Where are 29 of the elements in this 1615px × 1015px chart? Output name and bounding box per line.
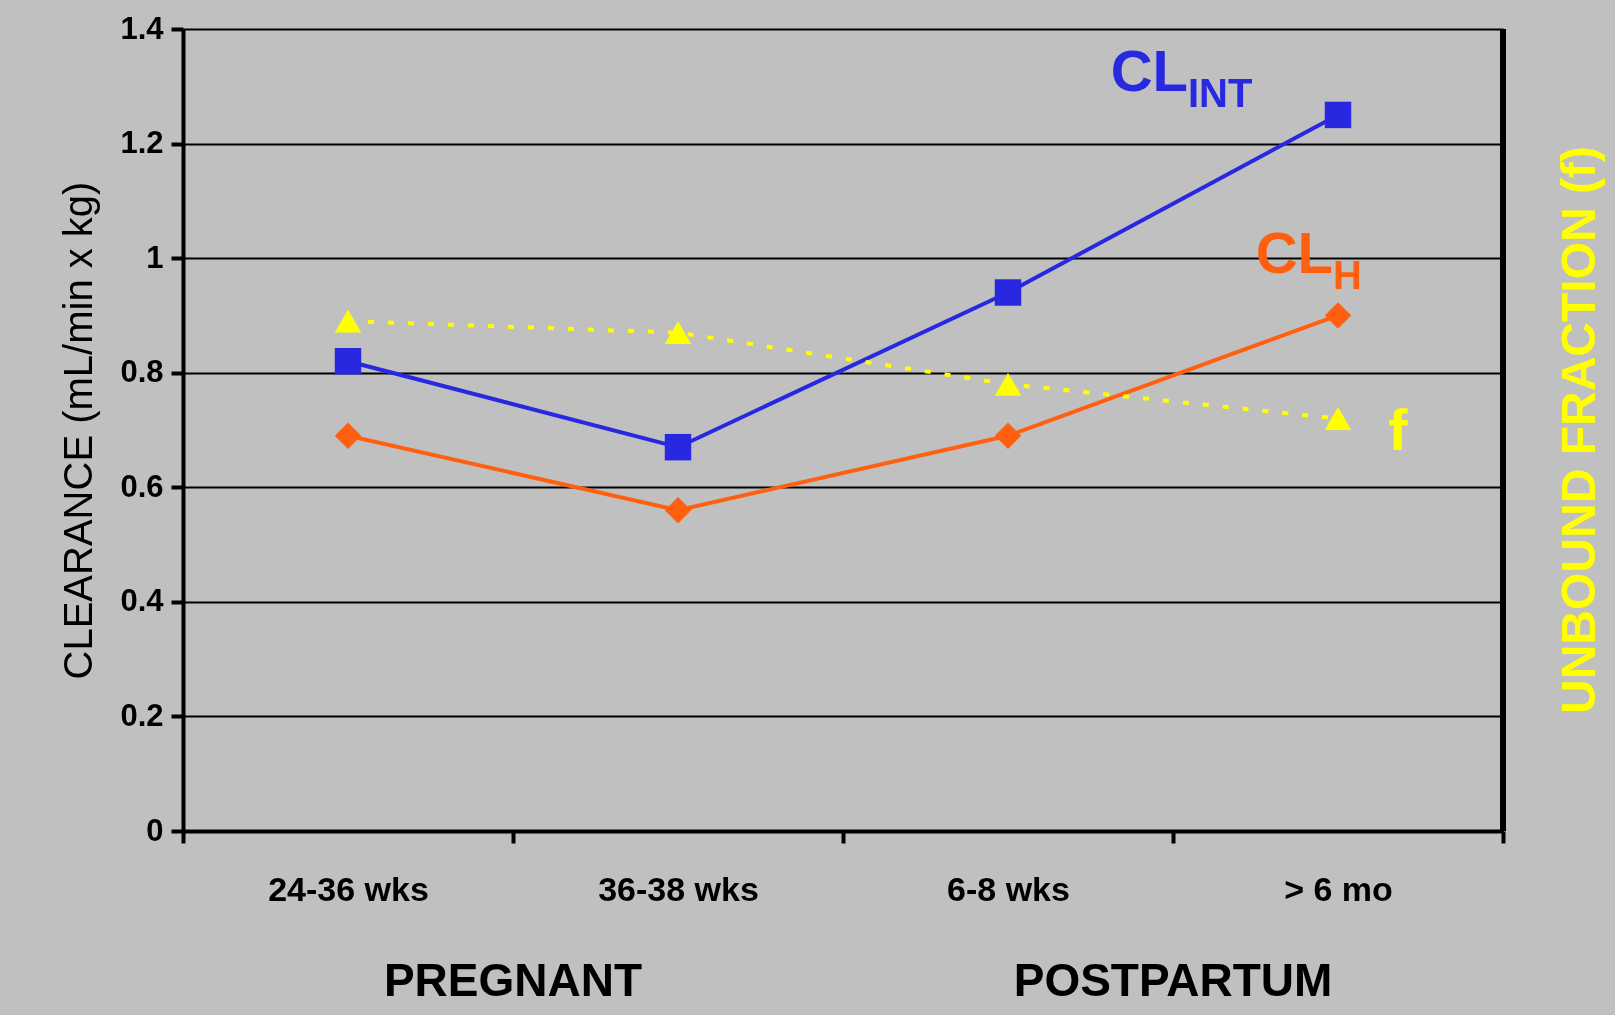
x-tick-label: 36-38 wks	[598, 869, 759, 908]
y-tick-label: 0.8	[120, 354, 164, 390]
y-tick-label: 1.4	[120, 10, 165, 46]
y-tick-label: 0.6	[120, 468, 164, 504]
x-tick-label: 6-8 wks	[947, 869, 1070, 908]
x-tick-label: 24-36 wks	[268, 869, 429, 908]
text: POSTPARTUM	[1012, 954, 1334, 1006]
text: PREGNANT	[382, 954, 644, 1006]
series-label: f	[1388, 396, 1409, 462]
y-tick-label: 0	[146, 812, 164, 848]
y2-axis-title: UNBOUND FRACTION (f)	[1552, 146, 1605, 714]
point	[334, 309, 362, 333]
point	[334, 422, 362, 449]
point	[664, 496, 692, 524]
point	[334, 348, 362, 375]
point	[1324, 302, 1352, 329]
y-tick-label: 1	[146, 239, 164, 275]
point	[994, 422, 1022, 449]
point	[664, 433, 692, 461]
y-tick-label: 0.4	[120, 583, 165, 619]
point	[994, 372, 1022, 396]
point	[1324, 407, 1352, 430]
point	[994, 279, 1022, 306]
x-tick-label: > 6 mo	[1284, 869, 1393, 908]
y-tick-label: 1.2	[120, 125, 164, 161]
point	[1324, 101, 1352, 129]
point	[664, 321, 692, 345]
y-tick-label: 0.2	[120, 697, 164, 733]
y-axis-title: CLEARANCE (mL/min x kg)	[56, 181, 101, 680]
